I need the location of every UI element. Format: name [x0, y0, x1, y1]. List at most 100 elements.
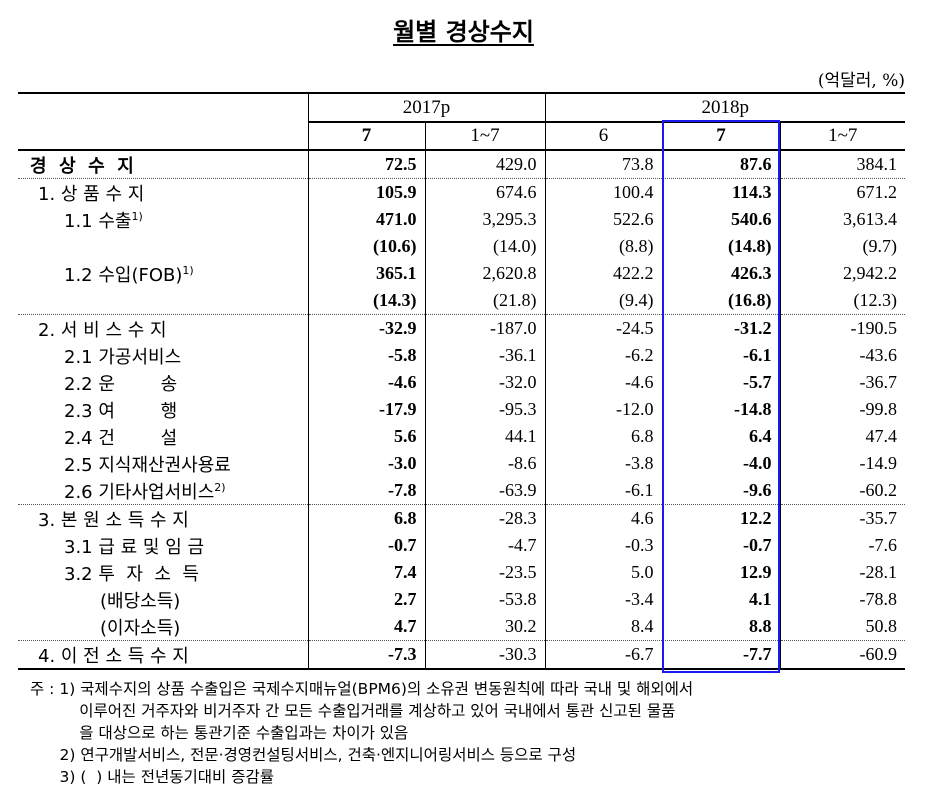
row-label-text: 2.1 가공서비스: [64, 346, 182, 368]
row-label-text: 1.2 수입(FOB): [64, 264, 183, 286]
value-cell: -60.9: [779, 640, 905, 670]
row-label-text: 2. 서 비 스 수 지: [38, 319, 167, 341]
value-cell: -99.8: [779, 396, 905, 423]
row-label-text: 1.1 수출: [64, 210, 132, 232]
table-row: 2.1 가공서비스 -5.8 -36.1 -6.2 -6.1 -43.6: [18, 342, 905, 369]
value-cell: 5.0: [544, 559, 662, 586]
value-cell: 30.2: [424, 613, 545, 641]
month-header: 7: [307, 121, 425, 151]
value-cell: -4.6: [544, 369, 662, 396]
month-header-row: 7 1~7 6 7 1~7: [18, 121, 905, 151]
value-cell: (14.8): [661, 233, 780, 260]
value-cell: -24.5: [544, 314, 662, 342]
value-cell: -7.7: [661, 640, 780, 670]
value-cell: -95.3: [424, 396, 545, 423]
row-label-text: 3.2 투 자 소 득: [64, 563, 199, 585]
value-cell: -0.3: [544, 532, 662, 559]
value-cell: (14.0): [424, 233, 545, 260]
table-row: (이자소득) 4.7 30.2 8.4 8.8 50.8: [18, 613, 905, 641]
value-cell: 114.3: [661, 178, 780, 206]
table-row: 2.6 기타사업서비스2) -7.8 -63.9 -6.1 -9.6 -60.2: [18, 477, 905, 505]
value-cell: 6.8: [307, 504, 425, 532]
table-row: (10.6) (14.0) (8.8) (14.8) (9.7): [18, 233, 905, 260]
value-cell: -6.1: [661, 342, 780, 369]
month-header: 1~7: [424, 121, 545, 151]
value-cell: -78.8: [779, 586, 905, 613]
value-cell: -17.9: [307, 396, 425, 423]
value-cell: -9.6: [661, 477, 780, 505]
value-cell: (9.4): [544, 287, 662, 315]
table-row: 1.2 수입(FOB)1) 365.1 2,620.8 422.2 426.3 2,942…: [18, 260, 905, 287]
value-cell: -28.3: [424, 504, 545, 532]
value-cell: 3,295.3: [424, 206, 545, 233]
value-cell: 105.9: [307, 178, 425, 206]
value-cell: -32.0: [424, 369, 545, 396]
value-cell: 2,942.2: [779, 260, 905, 287]
value-cell: -35.7: [779, 504, 905, 532]
value-cell: -12.0: [544, 396, 662, 423]
row-label: 경 상 수 지: [18, 150, 308, 179]
value-cell: 4.6: [544, 504, 662, 532]
table-row: 2.3 여 행 -17.9 -95.3 -12.0 -14.8 -99.8: [18, 396, 905, 423]
row-label: 3.2 투 자 소 득: [18, 559, 308, 586]
row-label-text: 1. 상 품 수 지: [38, 183, 145, 205]
value-cell: 8.8: [661, 613, 780, 641]
unit-label: (억달러, %): [817, 71, 905, 91]
value-cell: -5.7: [661, 369, 780, 396]
value-cell: 671.2: [779, 178, 905, 206]
row-label-text: 2.6 기타사업서비스: [64, 481, 215, 503]
row-label: 1.2 수입(FOB)1): [18, 260, 308, 287]
table-row: 경 상 수 지 72.5 429.0 73.8 87.6 384.1: [18, 150, 905, 179]
year-header-2017: 2017p: [307, 92, 545, 122]
row-label-text: (이자소득): [100, 617, 181, 639]
row-label: 2.3 여 행: [18, 396, 308, 423]
row-label: 1.1 수출1): [18, 206, 308, 233]
table-row: (14.3) (21.8) (9.4) (16.8) (12.3): [18, 287, 905, 315]
year-header-row: 2017p 2018p: [18, 92, 905, 151]
row-label-text: 2.2 운 송: [64, 373, 178, 395]
value-cell: -14.8: [661, 396, 780, 423]
footnotes: 주 : 1) 국제수지의 상품 수출입은 국제수지매뉴얼(BPM6)의 소유권 …: [30, 678, 693, 788]
value-cell: 5.6: [307, 423, 425, 450]
value-cell: 522.6: [544, 206, 662, 233]
value-cell: 6.8: [544, 423, 662, 450]
value-cell: -4.6: [307, 369, 425, 396]
value-cell: 100.4: [544, 178, 662, 206]
value-cell: -32.9: [307, 314, 425, 342]
table-row: 3. 본 원 소 득 수 지 6.8 -28.3 4.6 12.2 -35.7: [18, 504, 905, 532]
footnote-line: 주 : 1) 국제수지의 상품 수출입은 국제수지매뉴얼(BPM6)의 소유권 …: [30, 680, 694, 698]
value-cell: 4.7: [307, 613, 425, 641]
row-label: 2.6 기타사업서비스2): [18, 477, 308, 505]
value-cell: -7.3: [307, 640, 425, 670]
value-cell: (21.8): [424, 287, 545, 315]
table-row: 2. 서 비 스 수 지 -32.9 -187.0 -24.5 -31.2 -190.5: [18, 314, 905, 342]
value-cell: -60.2: [779, 477, 905, 505]
value-cell: -4.0: [661, 450, 780, 477]
value-cell: -4.7: [424, 532, 545, 559]
value-cell: -7.6: [779, 532, 905, 559]
row-label: [18, 233, 308, 260]
value-cell: 50.8: [779, 613, 905, 641]
row-label: (배당소득): [18, 586, 308, 613]
row-label: 3.1 급 료 및 임 금: [18, 532, 308, 559]
current-account-table: 2017p 2018p 7 1~7 6 7 1~7 경 상 수 지 72.5 429…: [18, 92, 905, 670]
value-cell: -6.1: [544, 477, 662, 505]
value-cell: (9.7): [779, 233, 905, 260]
value-cell: 2,620.8: [424, 260, 545, 287]
table-row: 1. 상 품 수 지 105.9 674.6 100.4 114.3 671.2: [18, 178, 905, 206]
value-cell: -63.9: [424, 477, 545, 505]
value-cell: -7.8: [307, 477, 425, 505]
value-cell: -36.1: [424, 342, 545, 369]
value-cell: -36.7: [779, 369, 905, 396]
value-cell: -28.1: [779, 559, 905, 586]
table-row: 1.1 수출1) 471.0 3,295.3 522.6 540.6 3,613.4: [18, 206, 905, 233]
value-cell: -23.5: [424, 559, 545, 586]
value-cell: (12.3): [779, 287, 905, 315]
table-row: (배당소득) 2.7 -53.8 -3.4 4.1 -78.8: [18, 586, 905, 613]
value-cell: -3.0: [307, 450, 425, 477]
row-label: [18, 287, 308, 315]
value-cell: -30.3: [424, 640, 545, 670]
table-row: 3.2 투 자 소 득 7.4 -23.5 5.0 12.9 -28.1: [18, 559, 905, 586]
footnote-line: 3) ( ) 내는 전년동기대비 증감률: [30, 768, 274, 786]
value-cell: 471.0: [307, 206, 425, 233]
